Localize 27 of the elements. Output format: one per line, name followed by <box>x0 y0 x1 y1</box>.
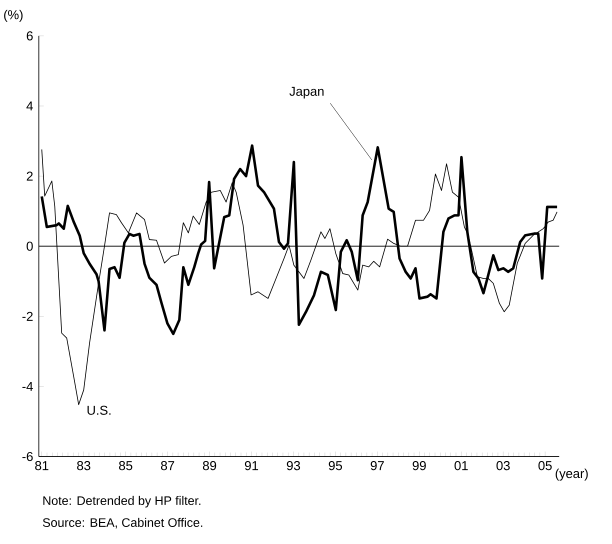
x-tick-label: 85 <box>119 460 132 470</box>
x-tick-label: 91 <box>244 460 258 470</box>
x-tick-label: 01 <box>454 460 468 470</box>
y-tick-label: 0 <box>26 242 33 251</box>
source-note: Source: BEA, Cabinet Office. <box>42 518 202 528</box>
x-tick-label: 81 <box>35 460 48 470</box>
line-series <box>41 148 558 405</box>
x-tick-label: 05 <box>538 460 552 470</box>
y-tick-label: -2 <box>22 312 33 321</box>
y-tick-label: 2 <box>26 171 33 180</box>
x-tick-label: 99 <box>412 460 426 470</box>
y-tick-label: -6 <box>22 452 33 461</box>
x-axis-title: (year) <box>556 468 588 481</box>
text: Japan <box>289 86 324 98</box>
x-tick-label: 83 <box>77 460 90 470</box>
x-tick-label: 03 <box>496 460 510 470</box>
y-tick-label: -4 <box>22 382 33 391</box>
series-label: U.S. <box>88 406 111 415</box>
text: Note: Detrended by HP filter. <box>43 496 200 508</box>
x-tick-label: 95 <box>328 460 342 470</box>
x-tick-label: 93 <box>286 460 300 470</box>
x-tick-label: 89 <box>202 460 216 470</box>
y-axis-title: (%) <box>4 10 23 22</box>
x-tick-label: 87 <box>160 460 174 470</box>
x-tick-label: 97 <box>370 460 384 470</box>
y-tick-label: 4 <box>26 101 33 110</box>
y-tick-label: 6 <box>26 31 33 40</box>
